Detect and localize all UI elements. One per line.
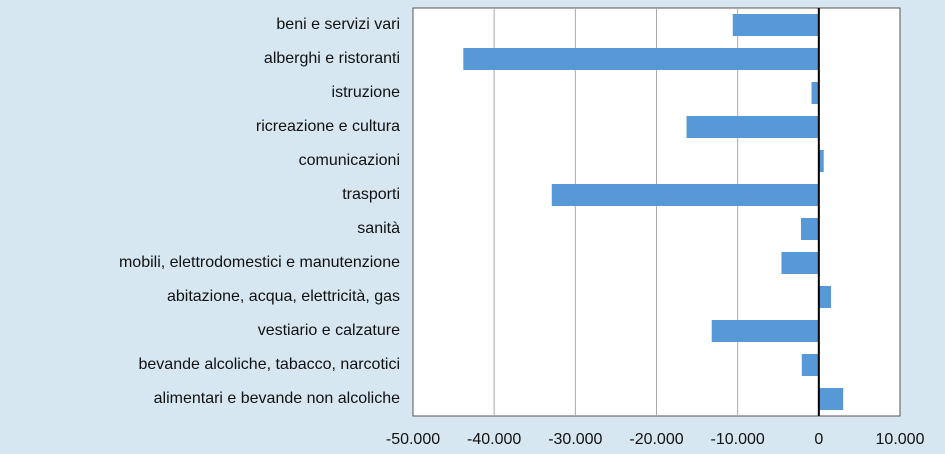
bar (811, 82, 819, 104)
bar (801, 354, 819, 376)
x-tick-label: 10.000 (876, 431, 925, 448)
y-tick-label: beni e servizi vari (276, 16, 400, 33)
y-tick-label: trasporti (342, 186, 400, 203)
y-tick-label: comunicazioni (299, 152, 400, 169)
y-tick-label: sanità (357, 220, 400, 237)
x-tick-label: -50.000 (386, 431, 440, 448)
bar (686, 116, 819, 138)
bar (818, 286, 832, 308)
bar (732, 14, 819, 36)
y-tick-label: abitazione, acqua, elettricità, gas (167, 288, 400, 305)
y-tick-label: istruzione (332, 84, 401, 101)
bar (818, 150, 824, 172)
bar (711, 320, 819, 342)
y-tick-label: alimentari e bevande non alcoliche (154, 390, 400, 407)
bar (781, 252, 819, 274)
bar (463, 48, 819, 70)
x-tick-label: -10.000 (711, 431, 765, 448)
bar (800, 218, 819, 240)
bar (551, 184, 819, 206)
y-tick-label: mobili, elettrodomestici e manutenzione (119, 254, 400, 271)
y-tick-label: bevande alcoliche, tabacco, narcotici (139, 356, 401, 373)
bar (818, 388, 844, 410)
x-tick-label: -40.000 (467, 431, 521, 448)
x-tick-label: -30.000 (548, 431, 602, 448)
x-tick-label: 0 (814, 431, 823, 448)
y-tick-label: ricreazione e cultura (256, 118, 400, 135)
x-tick-label: -20.000 (629, 431, 683, 448)
y-tick-label: vestiario e calzature (258, 322, 400, 339)
y-tick-label: alberghi e ristoranti (264, 50, 400, 67)
